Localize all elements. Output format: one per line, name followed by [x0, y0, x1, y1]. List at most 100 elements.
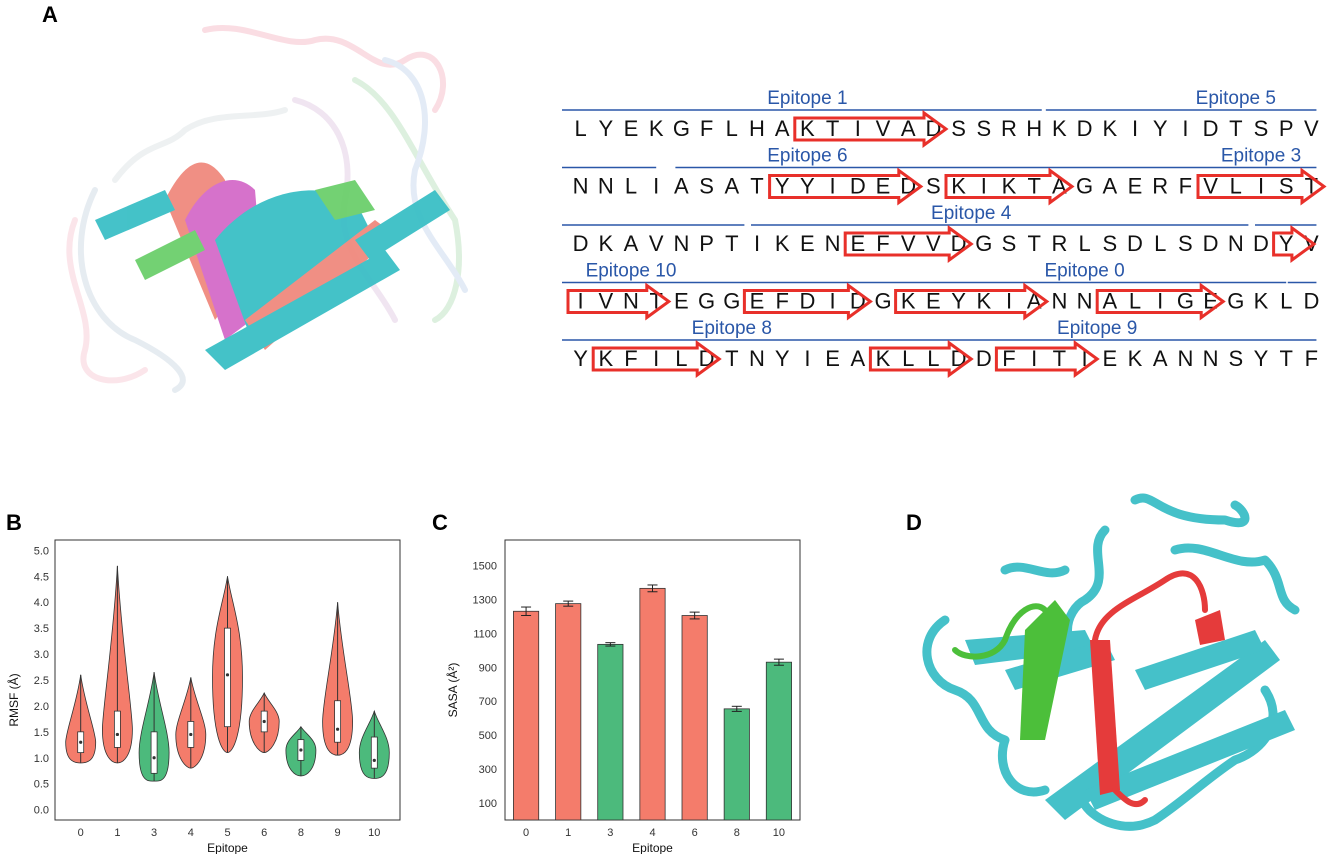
- x-tick-label: 9: [335, 827, 341, 839]
- sasa-bar-chart: 100 300 500 700 900 1100 1300 1500 0 1 3 4 6 8 10 Epito…: [445, 539, 801, 854]
- sequence-residue: I: [981, 174, 987, 199]
- epitope-arrow: [793, 110, 949, 148]
- sequence-residue: N: [1177, 346, 1193, 371]
- epitope-arrow: [843, 225, 974, 263]
- y-axis-title: SASA (Å²): [445, 663, 460, 718]
- y-tick-label: 700: [479, 696, 497, 708]
- y-tick-label: 100: [479, 798, 497, 810]
- sequence-residue: K: [876, 346, 891, 371]
- sequence-residue: K: [649, 116, 664, 141]
- y-tick-label: 2.0: [34, 701, 49, 713]
- x-tick-label: 1: [114, 827, 120, 839]
- sequence-residue: T: [1229, 116, 1242, 141]
- sequence-residue: F: [624, 346, 637, 371]
- bar: [765, 661, 792, 821]
- sequence-residue: A: [724, 174, 739, 199]
- panel-label-a: A: [42, 2, 58, 27]
- violin-median-dot: [262, 719, 266, 724]
- sequence-residue: T: [1027, 174, 1040, 199]
- y-tick-label: 900: [479, 662, 497, 674]
- epitope-arrow: [1272, 225, 1317, 263]
- epitope-label: Epitope 8: [692, 318, 772, 339]
- sequence-residue: Y: [800, 174, 815, 199]
- y-axis-title: RMSF (Å): [6, 673, 21, 726]
- sequence-residue: E: [825, 346, 840, 371]
- panel-label-d: D: [906, 510, 922, 535]
- sequence-residue: S: [1002, 231, 1017, 256]
- protein-cartoon-structure: [922, 493, 1300, 831]
- sequence-residue: V: [926, 231, 941, 256]
- epitope-label: Epitope 10: [586, 261, 677, 282]
- sequence-residue: Y: [951, 289, 966, 314]
- epitope-label: Epitope 1: [767, 88, 847, 109]
- sequence-residue: V: [649, 231, 664, 256]
- sequence-residue: N: [573, 174, 589, 199]
- sequence-residue: E: [850, 231, 865, 256]
- sequence-residue: L: [726, 116, 738, 141]
- sequence-residue: K: [1254, 289, 1269, 314]
- y-tick-label: 1.5: [34, 727, 49, 739]
- y-tick-label: 4.0: [34, 597, 49, 609]
- epitope-label: Epitope 9: [1057, 318, 1137, 339]
- sequence-residue: T: [725, 231, 738, 256]
- x-tick-label: 4: [649, 827, 655, 839]
- sequence-residue: K: [1128, 346, 1143, 371]
- epitope-label: Epitope 0: [1044, 261, 1124, 282]
- sequence-residue: A: [674, 174, 689, 199]
- sequence-residue: I: [804, 346, 810, 371]
- violin-median-dot: [152, 756, 156, 760]
- violin-median-dot: [79, 740, 83, 744]
- x-axis-title: Epitope: [632, 841, 673, 854]
- violin-median-dot: [336, 727, 340, 731]
- sequence-residue: I: [1258, 174, 1264, 199]
- sequence-residue: A: [1102, 174, 1117, 199]
- sequence-residue: N: [1051, 289, 1067, 314]
- sequence-residue: N: [1077, 289, 1093, 314]
- sequence-residue: K: [1102, 116, 1117, 141]
- bar: [555, 603, 582, 821]
- sequence-residue: A: [1102, 289, 1117, 314]
- sequence-residue: N: [825, 231, 841, 256]
- sequence-residue: I: [855, 116, 861, 141]
- sequence-residue: G: [874, 289, 891, 314]
- epitope-arrow: [768, 167, 924, 206]
- sequence-residue: V: [1203, 174, 1218, 199]
- sequence-residue: L: [1154, 231, 1166, 256]
- y-tick-label: 0.0: [34, 805, 49, 817]
- y-tick-label: 3.0: [34, 649, 49, 661]
- violin-iqr-box: [370, 736, 378, 769]
- sequence-residue: I: [1157, 289, 1163, 314]
- sequence-residue: E: [1128, 174, 1143, 199]
- epitope-arrow: [1095, 282, 1226, 321]
- bar: [681, 615, 708, 821]
- sequence-residue: T: [826, 116, 839, 141]
- sequence-residue: G: [975, 231, 992, 256]
- sequence-residue: S: [699, 174, 714, 199]
- sequence-residue: R: [1152, 174, 1168, 199]
- sequence-residue: E: [926, 289, 941, 314]
- x-tick-label: 10: [368, 827, 380, 839]
- x-tick-label: 0: [78, 827, 84, 839]
- x-tick-label: 3: [151, 827, 157, 839]
- sequence-residue: N: [1203, 346, 1219, 371]
- sequence-residue: E: [750, 289, 765, 314]
- sequence-residue: E: [876, 174, 891, 199]
- violin-median-dot: [115, 732, 119, 737]
- sequence-residue: H: [749, 116, 765, 141]
- y-tick-label: 1500: [473, 560, 497, 572]
- sequence-residue: E: [624, 116, 639, 141]
- sequence-residue: I: [754, 231, 760, 256]
- sequence-residue: I: [1006, 289, 1012, 314]
- sequence-epitope-map: L Y E K G F L H A K T I V A D S S R H K D K I Y I D T S P VN N L I A S A T Y Y…: [562, 88, 1327, 378]
- sequence-residue: D: [1203, 116, 1219, 141]
- sequence-residue: I: [653, 174, 659, 199]
- y-tick-label: 4.5: [34, 571, 49, 583]
- sequence-residue: F: [700, 116, 713, 141]
- sequence-residue: I: [1031, 346, 1037, 371]
- epitope-arrow: [566, 282, 672, 321]
- sequence-residue: D: [1253, 231, 1269, 256]
- sequence-residue: D: [1127, 231, 1143, 256]
- sequence-residue: A: [775, 116, 790, 141]
- violin-median-dot: [372, 758, 376, 762]
- sequence-residue: T: [750, 174, 763, 199]
